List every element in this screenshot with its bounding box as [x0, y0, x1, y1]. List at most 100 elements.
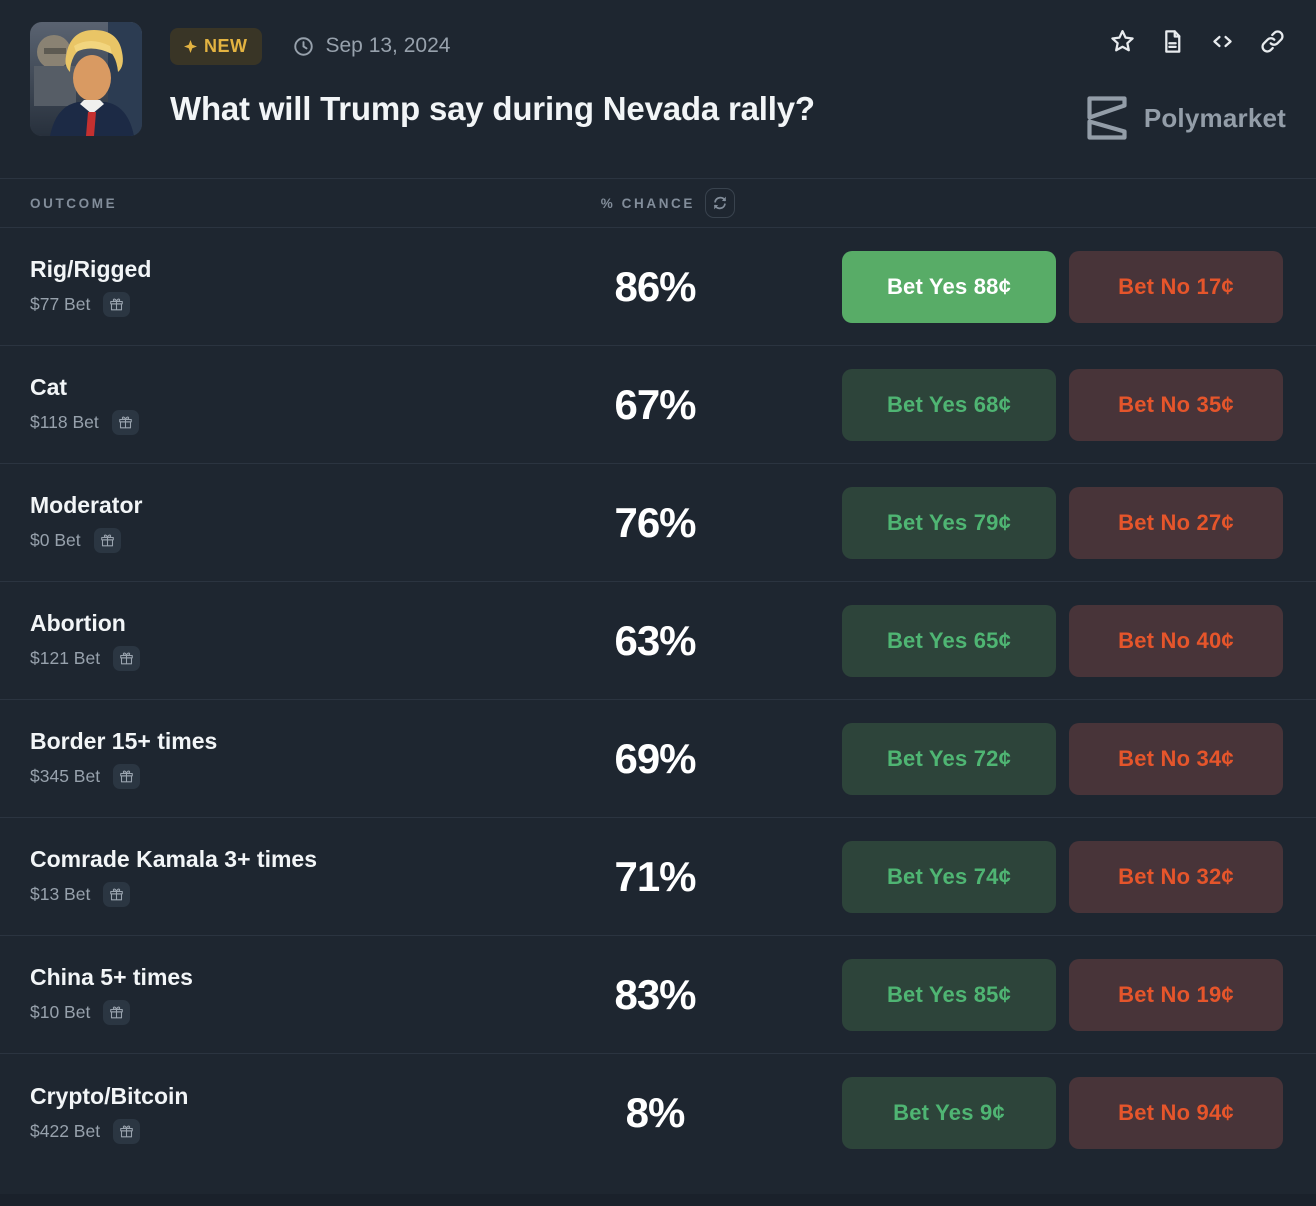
outcome-info: Comrade Kamala 3+ times $13 Bet [30, 846, 575, 907]
copy-link-button[interactable] [1259, 28, 1286, 55]
new-badge-label: NEW [204, 35, 248, 56]
badge-row: NEW Sep 13, 2024 [170, 26, 1286, 66]
outcome-chance: 69% [614, 734, 696, 782]
outcome-chance: 86% [614, 262, 696, 310]
new-badge: NEW [170, 27, 262, 65]
gift-icon [110, 1006, 124, 1019]
outcome-name: Comrade Kamala 3+ times [30, 846, 317, 872]
bet-no-button[interactable]: Bet No 40¢ [1069, 604, 1283, 677]
bet-no-button[interactable]: Bet No 35¢ [1069, 368, 1283, 441]
market-date-label: Sep 13, 2024 [325, 34, 451, 57]
outcome-sub: $121 Bet [30, 646, 575, 671]
outcome-name: Cat [30, 374, 68, 400]
outcome-name: Crypto/Bitcoin [30, 1082, 189, 1109]
outcome-info: Abortion $121 Bet [30, 610, 575, 671]
rewards-gift-button[interactable] [111, 410, 139, 435]
outcome-info: Moderator $0 Bet [30, 492, 575, 553]
bet-no-button[interactable]: Bet No 17¢ [1069, 250, 1283, 323]
gift-icon [110, 298, 124, 311]
bet-buttons: Bet Yes 79¢ Bet No 27¢ [842, 486, 1283, 559]
gift-icon [120, 770, 133, 783]
rewards-gift-button[interactable] [103, 1000, 131, 1025]
gift-icon [120, 652, 133, 665]
outcome-name: Moderator [30, 492, 143, 518]
star-icon [1111, 30, 1134, 52]
favorite-button[interactable] [1109, 28, 1136, 55]
rewards-gift-button[interactable] [103, 882, 131, 907]
outcome-chance: 63% [614, 616, 696, 664]
outcome-info: Rig/Rigged $77 Bet [30, 256, 575, 317]
outcome-sub: $13 Bet [30, 882, 575, 907]
polymarket-brand-link[interactable]: Polymarket [1085, 94, 1286, 142]
bet-yes-button[interactable]: Bet Yes 85¢ [842, 958, 1056, 1031]
bet-no-button[interactable]: Bet No 34¢ [1069, 722, 1283, 795]
outcome-info: Cat $118 Bet [30, 374, 575, 435]
bet-no-button[interactable]: Bet No 19¢ [1069, 958, 1283, 1031]
outcome-name: Abortion [30, 610, 126, 636]
outcome-bet-amount: $121 Bet [30, 648, 101, 668]
document-button[interactable] [1159, 28, 1186, 55]
bet-no-button[interactable]: Bet No 94¢ [1069, 1077, 1283, 1149]
sparkle-icon [184, 39, 197, 53]
rewards-gift-button[interactable] [113, 764, 141, 789]
header-main: NEW Sep 13, 2024 What will Trump say dur… [170, 22, 1286, 128]
outcome-bet-amount: $10 Bet [30, 1002, 91, 1022]
outcome-info: China 5+ times $10 Bet [30, 964, 575, 1025]
embed-code-icon [1213, 35, 1232, 48]
outcome-name: Border 15+ times [30, 728, 218, 754]
bottom-edge-bar [0, 1194, 1316, 1206]
outcome-chance: 83% [614, 970, 696, 1018]
outcome-row: Moderator $0 Bet 76% [0, 464, 1316, 582]
bet-yes-button[interactable]: Bet Yes 88¢ [842, 250, 1056, 323]
chance-column-header: % CHANCE [600, 195, 695, 211]
outcome-sub: $77 Bet [30, 292, 575, 317]
outcome-bet-amount: $0 Bet [30, 530, 81, 550]
brand-name: Polymarket [1143, 102, 1286, 133]
outcome-name: China 5+ times [30, 964, 193, 990]
bet-buttons: Bet Yes 74¢ Bet No 32¢ [842, 840, 1283, 913]
bet-no-button[interactable]: Bet No 32¢ [1069, 840, 1283, 913]
refresh-icon [714, 196, 726, 210]
outcome-row: China 5+ times $10 Bet 83% [0, 936, 1316, 1054]
bet-no-button[interactable]: Bet No 27¢ [1069, 486, 1283, 559]
outcome-bet-amount: $77 Bet [30, 294, 91, 314]
document-icon [1165, 30, 1181, 53]
outcome-row: Abortion $121 Bet 63% [0, 582, 1316, 700]
embed-code-button[interactable] [1209, 28, 1236, 55]
polymarket-logo-icon [1087, 96, 1127, 140]
market-date: Sep 13, 2024 [292, 34, 451, 58]
outcome-chance: 76% [614, 498, 696, 546]
copy-link-icon [1261, 30, 1284, 53]
bet-yes-button[interactable]: Bet Yes 72¢ [842, 722, 1056, 795]
outcome-chance: 67% [614, 380, 696, 428]
outcomes-list: Rig/Rigged $77 Bet 86% [0, 228, 1316, 1172]
bet-buttons: Bet Yes 88¢ Bet No 17¢ [842, 250, 1283, 323]
outcome-chance: 8% [625, 1089, 686, 1136]
bet-buttons: Bet Yes 9¢ Bet No 94¢ [842, 1077, 1283, 1149]
bet-yes-button[interactable]: Bet Yes 74¢ [842, 840, 1056, 913]
outcome-sub: $422 Bet [30, 1118, 575, 1144]
bet-yes-button[interactable]: Bet Yes 68¢ [842, 368, 1056, 441]
outcome-info: Border 15+ times $345 Bet [30, 728, 575, 789]
gift-icon [118, 416, 132, 429]
rewards-gift-button[interactable] [103, 292, 131, 317]
gift-icon [120, 1125, 133, 1137]
refresh-button[interactable] [705, 188, 735, 218]
bet-yes-button[interactable]: Bet Yes 79¢ [842, 486, 1056, 559]
gift-icon [100, 534, 114, 547]
rewards-gift-button[interactable] [93, 528, 121, 553]
outcome-bet-amount: $13 Bet [30, 884, 91, 904]
bet-yes-button[interactable]: Bet Yes 65¢ [842, 604, 1056, 677]
rewards-gift-button[interactable] [113, 1118, 141, 1144]
outcome-info: Crypto/Bitcoin $422 Bet [30, 1083, 575, 1144]
outcome-row: Cat $118 Bet 67% Bet [0, 346, 1316, 464]
gift-icon [110, 888, 124, 901]
outcome-row: Border 15+ times $345 Bet 69% [0, 700, 1316, 818]
rewards-gift-button[interactable] [113, 646, 141, 671]
bet-yes-button[interactable]: Bet Yes 9¢ [842, 1077, 1056, 1149]
outcome-sub: $10 Bet [30, 1000, 575, 1025]
trump-photo-illustration [30, 22, 142, 136]
outcome-bet-amount: $345 Bet [30, 766, 101, 786]
outcome-sub: $118 Bet [30, 410, 575, 435]
